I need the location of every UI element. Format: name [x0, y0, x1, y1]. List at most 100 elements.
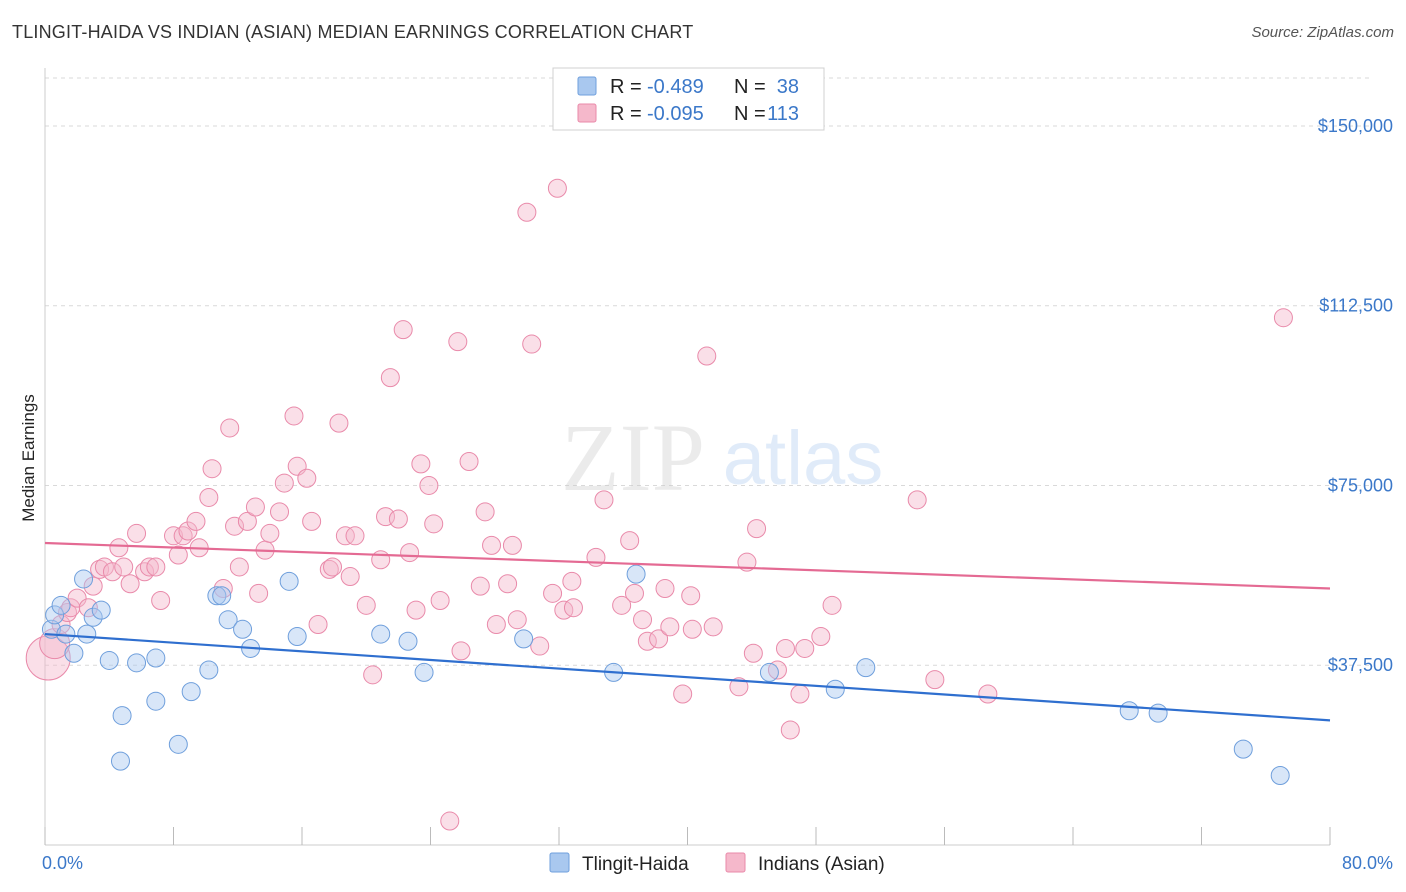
data-point-indians-asian	[127, 523, 147, 543]
data-point-tlingit-haida	[212, 586, 232, 606]
x-tick-label-max: 80.0%	[1342, 853, 1393, 873]
legend-swatch-pink	[577, 103, 597, 123]
data-point-tlingit-haida	[199, 660, 219, 680]
data-point-indians-asian	[297, 468, 317, 488]
data-point-indians-asian	[620, 531, 640, 551]
data-point-indians-asian	[202, 459, 222, 479]
legend-r-label: R =	[610, 76, 642, 98]
data-point-indians-asian	[225, 516, 245, 536]
data-point-tlingit-haida	[45, 605, 65, 625]
legend-box	[552, 67, 825, 131]
data-point-indians-asian	[380, 368, 400, 388]
y-tick-label: $112,500	[1319, 296, 1393, 316]
source-label: Source: ZipAtlas.com	[1251, 24, 1394, 41]
data-point-indians-asian	[168, 545, 188, 565]
trend-line-tlingit-haida	[44, 632, 1331, 722]
data-point-indians-asian	[440, 811, 460, 831]
data-point-indians-asian	[419, 475, 439, 495]
data-point-indians-asian	[925, 670, 945, 690]
data-point-indians-asian	[697, 346, 717, 366]
data-point-tlingit-haida	[181, 682, 201, 702]
y-tick-labels: $37,500 $75,000 $112,500 $150,000	[1318, 116, 1393, 675]
legend-label-tlingit-haida: Tlingit-Haida	[582, 854, 689, 875]
data-point-tlingit-haida	[287, 626, 307, 646]
data-point-indians-asian	[547, 178, 567, 198]
data-point-indians-asian	[340, 567, 360, 587]
data-point-indians-asian	[1273, 308, 1293, 328]
data-point-indians-asian	[406, 600, 426, 620]
data-point-tlingit-haida	[51, 595, 71, 615]
data-point-indians-asian	[363, 665, 383, 685]
data-point-tlingit-haida	[1233, 739, 1253, 759]
data-point-indians-asian	[345, 526, 365, 546]
data-point-indians-asian	[780, 720, 800, 740]
data-point-tlingit-haida	[626, 564, 646, 584]
legend-n-label: N =	[734, 103, 766, 125]
data-point-indians-asian	[594, 490, 614, 510]
data-point-indians-asian	[186, 511, 206, 531]
data-point-indians-asian	[482, 535, 502, 555]
data-point-tlingit-haida	[825, 679, 845, 699]
data-point-indians-asian	[146, 557, 166, 577]
legend-label-indians-asian: Indians (Asian)	[758, 854, 885, 875]
data-point-indians-asian	[164, 526, 183, 546]
data-point-indians-asian	[329, 413, 349, 433]
data-point-indians-asian	[411, 454, 431, 474]
data-point-indians-asian	[319, 559, 339, 579]
data-point-indians-asian	[470, 576, 490, 596]
data-point-indians-asian	[448, 332, 468, 352]
legend-swatch-tlingit-haida	[549, 852, 570, 873]
data-point-indians-asian	[274, 473, 294, 493]
data-point-indians-asian	[486, 614, 506, 634]
legend-r-value: -0.095	[647, 103, 704, 125]
data-point-indians-asian	[775, 638, 795, 658]
data-point-indians-asian	[498, 574, 518, 594]
data-point-indians-asian	[703, 617, 723, 637]
data-point-tlingit-haida	[168, 734, 188, 754]
data-point-tlingit-haida	[759, 662, 779, 682]
data-point-indians-asian	[978, 684, 998, 704]
data-point-indians-asian	[120, 574, 140, 594]
x-axis-ticks	[44, 827, 1331, 845]
data-point-indians-asian	[102, 562, 122, 582]
trend-line-indians-asian	[44, 541, 1331, 590]
data-point-indians-asian	[637, 631, 657, 651]
data-point-tlingit-haida	[414, 662, 434, 682]
data-point-indians-asian	[612, 595, 632, 615]
data-point-indians-asian	[747, 519, 767, 539]
chart-title: TLINGIT-HAIDA VS INDIAN (ASIAN) MEDIAN E…	[12, 22, 694, 42]
series-legend: Tlingit-Haida Indians (Asian)	[549, 852, 885, 875]
data-point-indians-asian	[681, 586, 701, 606]
data-point-tlingit-haida	[99, 650, 119, 670]
data-point-indians-asian	[451, 641, 471, 661]
legend-r-value: -0.489	[647, 76, 704, 98]
data-point-tlingit-haida	[279, 571, 299, 591]
data-point-tlingit-haida	[371, 624, 391, 644]
data-point-indians-asian	[229, 557, 249, 577]
data-point-tlingit-haida	[74, 569, 94, 589]
data-point-indians-asian	[245, 497, 265, 517]
data-point-indians-asian	[743, 643, 763, 663]
data-point-indians-asian	[213, 579, 233, 599]
data-point-indians-asian	[308, 614, 328, 634]
watermark-atlas: atlas	[723, 416, 884, 501]
data-point-indians-asian	[507, 610, 527, 630]
data-point-indians-asian	[673, 684, 693, 704]
data-point-indians-asian	[767, 660, 787, 680]
data-point-indians-asian	[811, 626, 831, 646]
data-point-indians-asian	[151, 591, 171, 611]
data-point-indians-asian	[302, 511, 322, 531]
data-point-indians-asian	[114, 557, 134, 577]
legend-swatch-indians-asian	[725, 852, 746, 873]
data-point-indians-asian	[109, 538, 129, 558]
watermark-zip: ZIP	[561, 404, 705, 511]
data-point-indians-asian	[388, 509, 408, 529]
data-point-indians-asian	[371, 550, 391, 570]
data-point-indians-asian	[795, 638, 815, 658]
data-point-tlingit-haida	[856, 658, 876, 678]
data-point-indians-asian	[655, 579, 675, 599]
data-point-indians-asian	[530, 636, 550, 656]
legend-n-value: 113	[767, 103, 799, 125]
data-point-tlingit-haida	[146, 691, 166, 711]
